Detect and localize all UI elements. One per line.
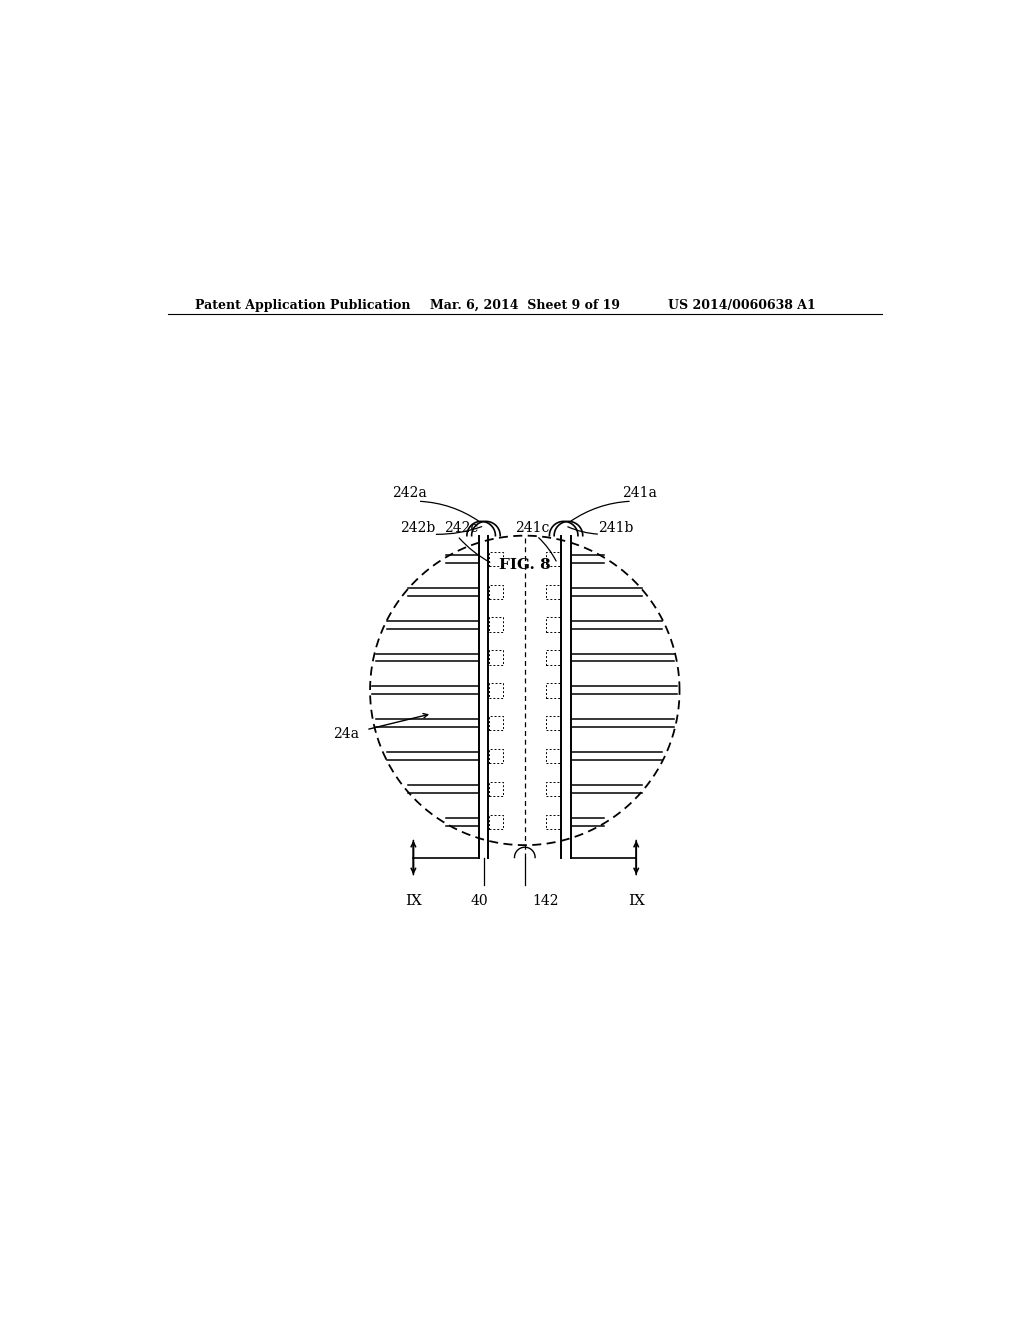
Text: US 2014/0060638 A1: US 2014/0060638 A1	[668, 300, 815, 312]
Text: 241c: 241c	[515, 521, 550, 535]
Text: 242a: 242a	[392, 486, 427, 500]
Text: 242c: 242c	[444, 521, 478, 535]
Text: FIG. 8: FIG. 8	[499, 558, 551, 572]
Text: 142: 142	[532, 894, 559, 908]
Text: 24a: 24a	[333, 727, 359, 741]
Text: 241b: 241b	[598, 521, 634, 535]
Text: IX: IX	[404, 894, 422, 908]
Text: 241a: 241a	[623, 486, 657, 500]
Text: 242b: 242b	[400, 521, 435, 535]
Text: 40: 40	[471, 894, 488, 908]
Text: IX: IX	[628, 894, 645, 908]
Text: Mar. 6, 2014  Sheet 9 of 19: Mar. 6, 2014 Sheet 9 of 19	[430, 300, 620, 312]
Text: Patent Application Publication: Patent Application Publication	[196, 300, 411, 312]
